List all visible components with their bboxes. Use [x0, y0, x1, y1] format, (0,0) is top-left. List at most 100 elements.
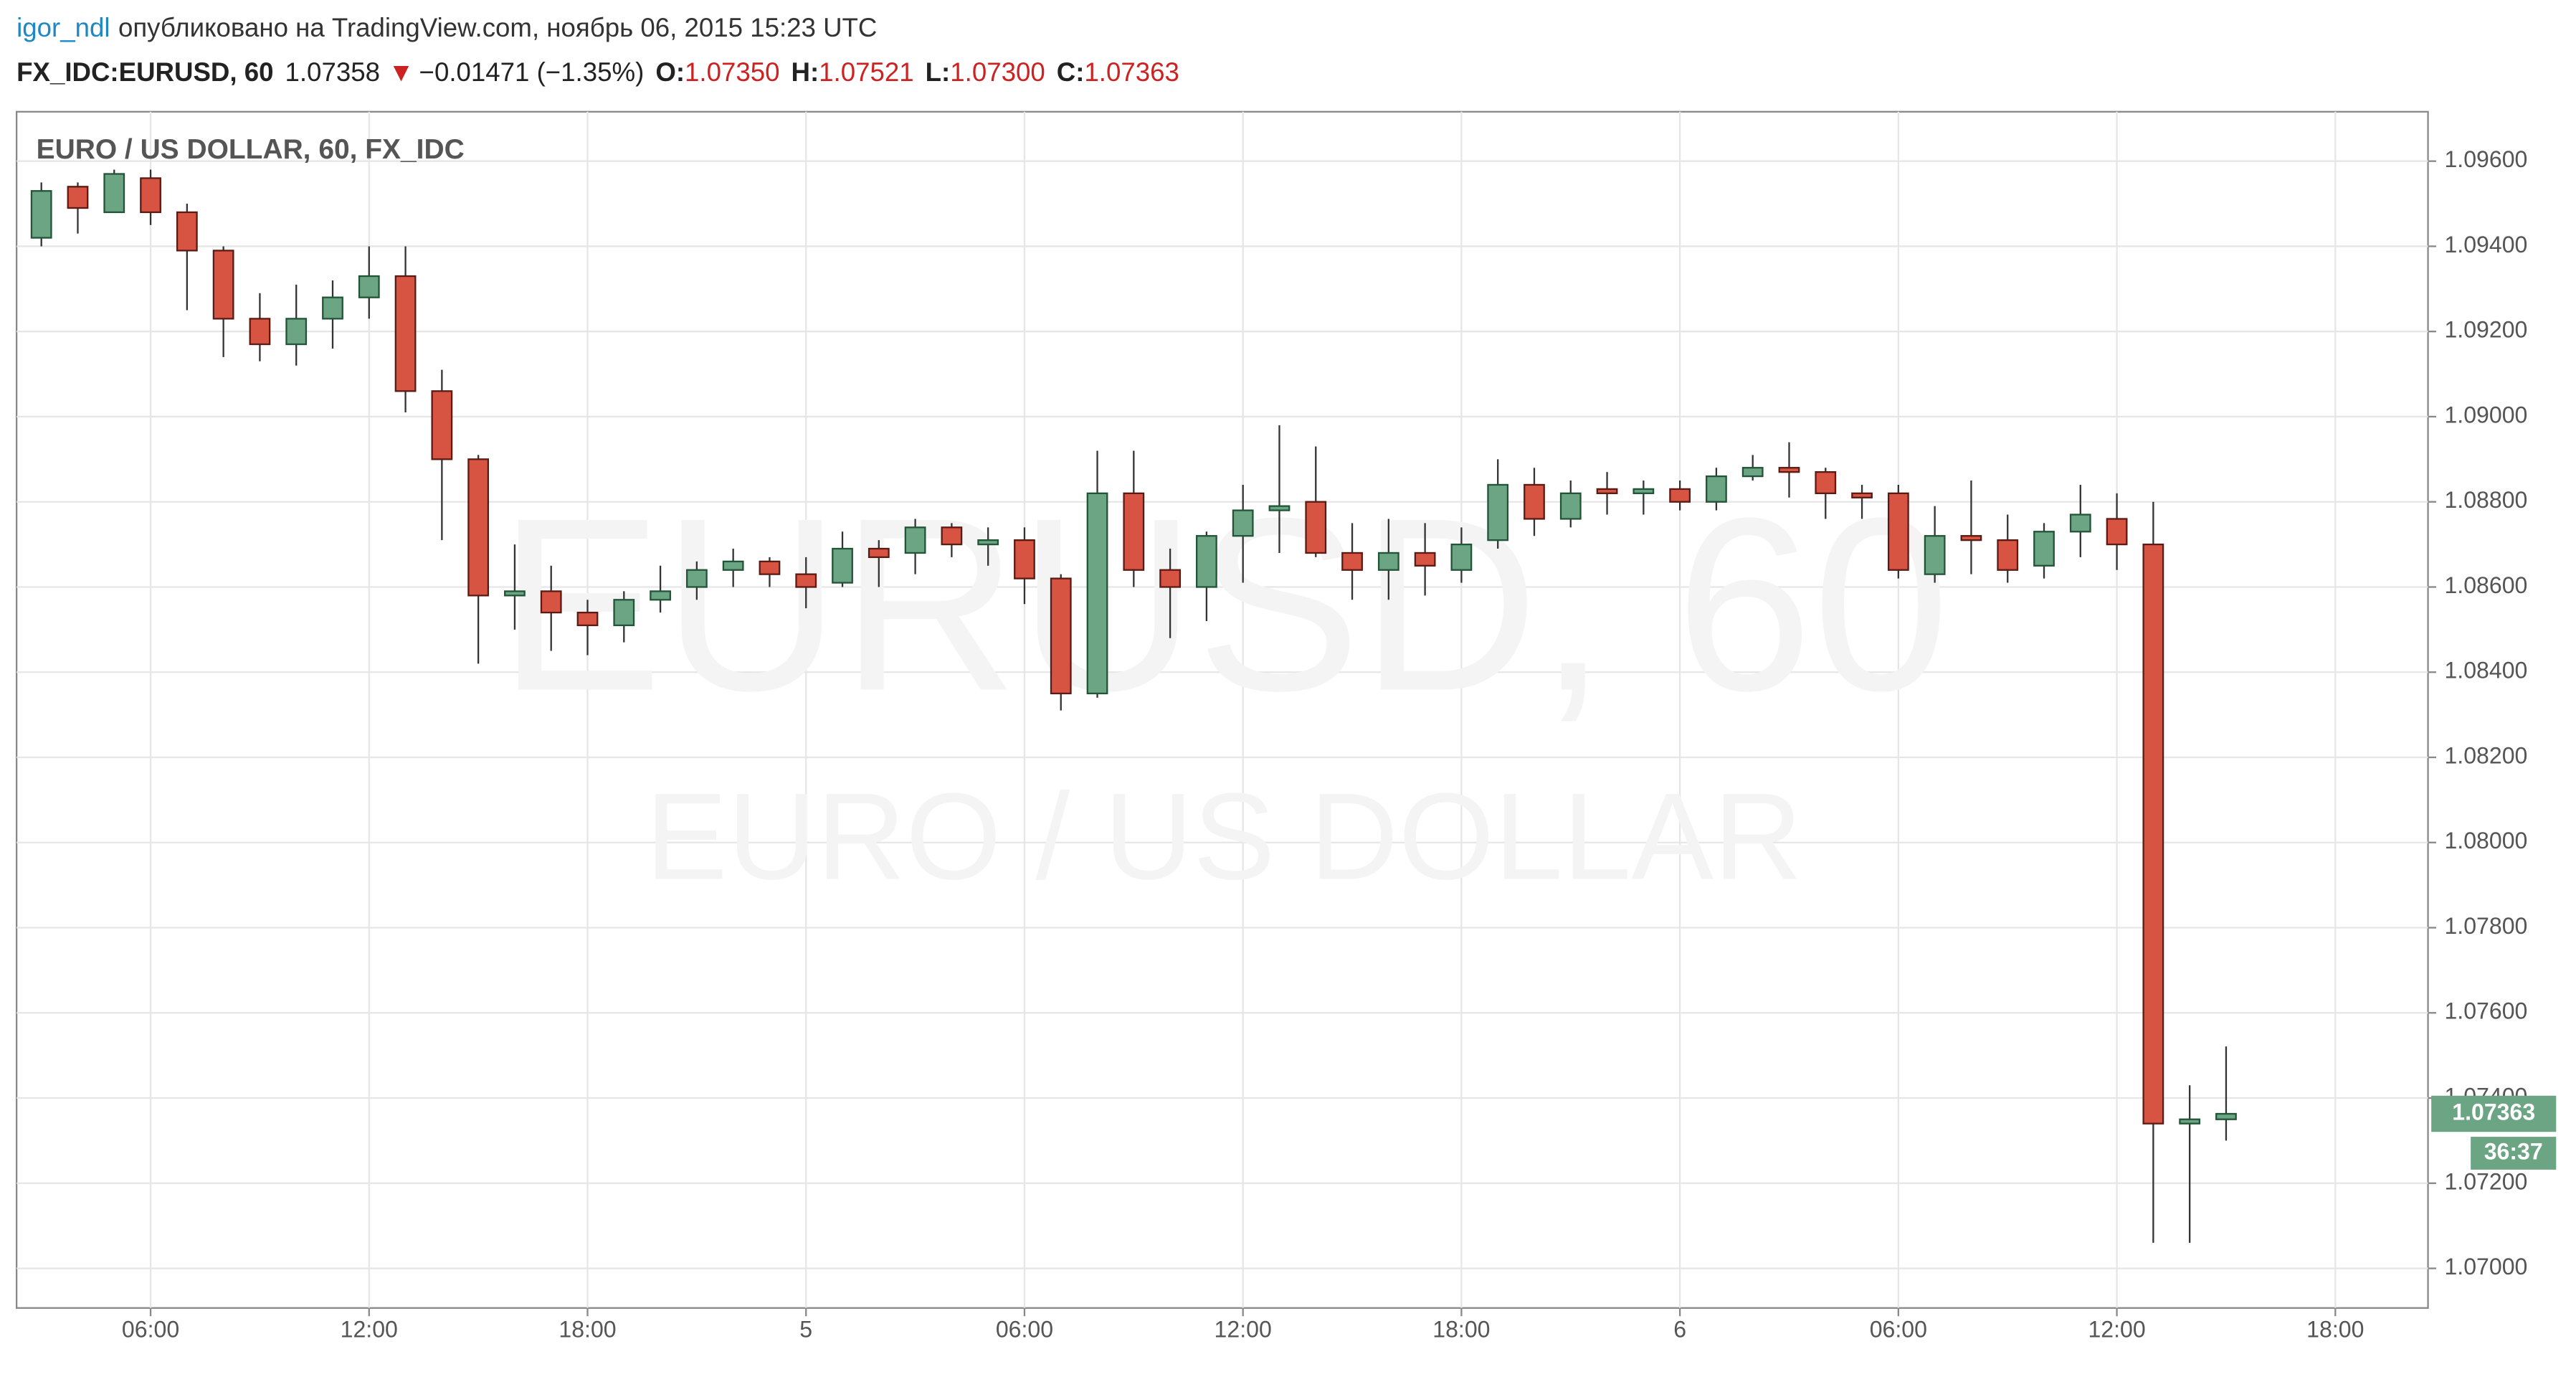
- arrow: ▼: [388, 57, 414, 87]
- x-tick-label: 5: [799, 1316, 812, 1342]
- candle-body: [1596, 488, 1618, 494]
- y-tick-label: 1.07800: [2444, 913, 2527, 939]
- y-tick-label: 1.07200: [2444, 1168, 2527, 1194]
- y-tick-label: 1.09600: [2444, 146, 2527, 172]
- candle-body: [67, 186, 89, 209]
- candle-body: [322, 296, 343, 320]
- y-tick-label: 1.07000: [2444, 1254, 2527, 1279]
- axes: 1.070001.072001.074001.076001.078001.080…: [122, 146, 2557, 1342]
- l-value: 1.07300: [950, 57, 1045, 87]
- c-label: C:: [1057, 57, 1085, 87]
- candle-body: [176, 211, 198, 252]
- candle-body: [650, 590, 671, 601]
- candle-body: [1487, 483, 1509, 541]
- chart-title: EURO / US DOLLAR, 60, FX_IDC: [37, 134, 465, 165]
- candle-body: [140, 177, 161, 214]
- y-tick-label: 1.08800: [2444, 487, 2527, 513]
- candle-body: [613, 599, 635, 627]
- candle-body: [1887, 492, 1909, 571]
- candle-body: [1706, 475, 1727, 503]
- y-tick-label: 1.09000: [2444, 402, 2527, 427]
- candle-body: [1815, 471, 1837, 494]
- c-value: 1.07363: [1084, 57, 1179, 87]
- o-label: O:: [655, 57, 685, 87]
- x-tick-label: 12:00: [2088, 1316, 2145, 1342]
- y-tick-label: 1.09200: [2444, 317, 2527, 343]
- l-label: L:: [926, 57, 951, 87]
- candle-body: [504, 590, 526, 597]
- candle-body: [1050, 577, 1072, 695]
- countdown: 36:37: [2484, 1138, 2543, 1164]
- candle-body: [868, 547, 890, 559]
- change: −0.01471 (−1.35%): [419, 57, 645, 87]
- x-tick-label: 12:00: [341, 1316, 398, 1342]
- candle-body: [832, 547, 853, 584]
- candle-body: [103, 173, 125, 214]
- candle-body: [1524, 483, 1545, 520]
- candle-body: [1232, 509, 1254, 537]
- last: 1.07358: [285, 57, 380, 87]
- y-tick-label: 1.08000: [2444, 828, 2527, 853]
- candle-body: [467, 458, 490, 597]
- candle-body: [1960, 535, 1982, 541]
- h-value: 1.07521: [819, 57, 913, 87]
- x-tick-label: 18:00: [559, 1316, 616, 1342]
- candle-body: [2033, 531, 2055, 567]
- x-tick-label: 6: [1673, 1316, 1686, 1342]
- candle-body: [2142, 543, 2164, 1125]
- candle-body: [722, 560, 744, 571]
- plot-frame: [15, 110, 2429, 1309]
- y-tick-label: 1.09400: [2444, 232, 2527, 257]
- candle-body: [1305, 501, 1327, 554]
- candle-body: [2106, 518, 2128, 546]
- last-price-tag: [2431, 1095, 2557, 1132]
- candle-body: [1851, 492, 1873, 498]
- candle-body: [1450, 543, 1473, 571]
- last-price-label: 1.07363: [2452, 1099, 2535, 1125]
- candle-body: [1997, 539, 2019, 571]
- candle-body: [1123, 492, 1145, 571]
- y-tick-label: 1.08200: [2444, 742, 2527, 768]
- candle-body: [358, 275, 380, 298]
- published: опубликовано на TradingView.com, ноябрь …: [118, 13, 877, 42]
- candle-body: [2215, 1112, 2237, 1120]
- candle-body: [1414, 552, 1436, 567]
- candle-body: [431, 390, 453, 460]
- candle-body: [759, 560, 781, 575]
- x-tick-label: 06:00: [122, 1316, 179, 1342]
- candle-body: [394, 275, 417, 392]
- watermark-subtitle: EURO / US DOLLAR: [645, 767, 1802, 905]
- candle-body: [1268, 505, 1291, 511]
- candle-body: [249, 318, 271, 346]
- candle-body: [30, 190, 52, 239]
- candle-body: [1669, 488, 1691, 503]
- candle-body: [941, 526, 963, 546]
- header-line-1: igor_ndl опубликовано на TradingView.com,…: [16, 13, 877, 42]
- symbol: FX_IDC:EURUSD, 60: [16, 57, 273, 87]
- candle-body: [1014, 539, 1035, 579]
- candle-body: [1159, 569, 1182, 588]
- candle-body: [1377, 552, 1399, 571]
- x-tick-label: 06:00: [1870, 1316, 1927, 1342]
- candle-body: [2179, 1118, 2201, 1125]
- countdown-tag: [2471, 1137, 2557, 1170]
- candle-body: [540, 590, 562, 614]
- o-value: 1.07350: [685, 57, 779, 87]
- y-tick-label: 1.08400: [2444, 658, 2527, 683]
- candle-body: [285, 318, 308, 346]
- candle-body: [977, 539, 999, 546]
- candle-body: [1086, 492, 1108, 695]
- x-tick-label: 18:00: [2306, 1316, 2364, 1342]
- y-tick-label: 1.07600: [2444, 998, 2527, 1024]
- header-line-2: FX_IDC:EURUSD, 60 1.07358 ▼ −0.01471 (−1.35…: [16, 57, 1179, 87]
- watermark: EURUSD, 60: [498, 466, 1949, 742]
- candle-body: [904, 526, 926, 554]
- author[interactable]: igor_ndl: [16, 13, 110, 42]
- candle-body: [685, 569, 708, 588]
- candle-body: [1778, 467, 1800, 473]
- candle-body: [1741, 467, 1764, 478]
- candle-body: [1341, 552, 1363, 571]
- h-label: H:: [792, 57, 819, 87]
- x-tick-label: 12:00: [1215, 1316, 1272, 1342]
